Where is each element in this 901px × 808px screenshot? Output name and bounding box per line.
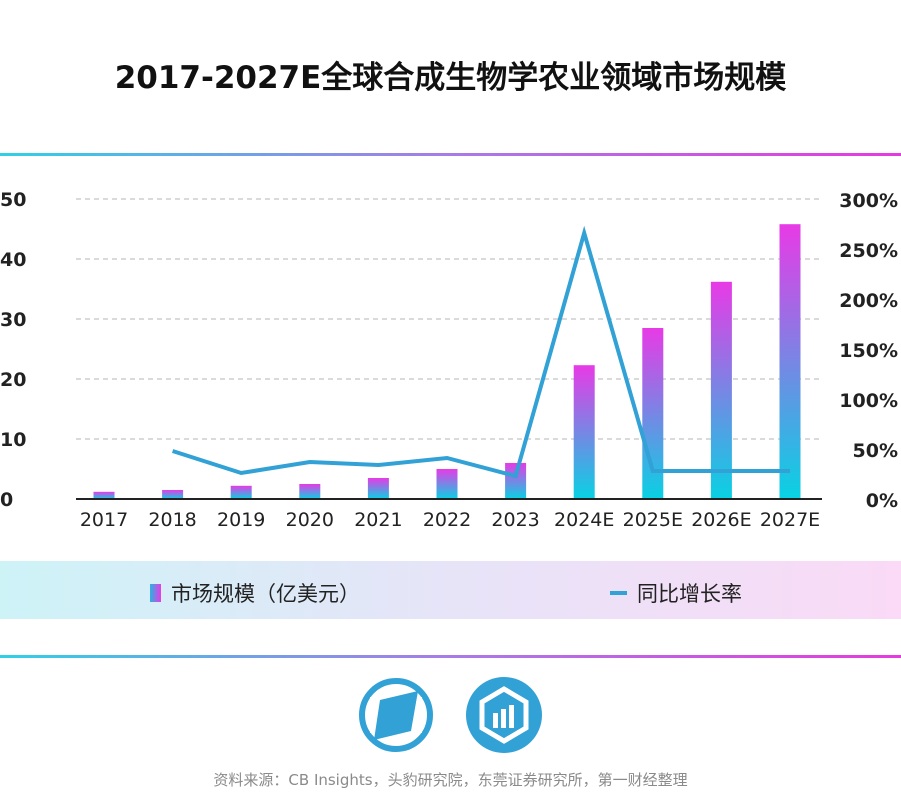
cube-logo-icon: [466, 677, 542, 753]
chart: 0 10 20 30 40 50 0% 50% 100% 150% 200% 250% 300% 2017…: [0, 189, 898, 531]
x-tick-label: 2026E: [691, 509, 751, 531]
bar: [710, 281, 732, 499]
top-divider: [0, 153, 901, 156]
x-tick-label: 2017: [80, 509, 128, 531]
y-left-tick-label: 10: [0, 429, 26, 451]
bar: [367, 478, 389, 499]
y-right-tick-label: 0%: [866, 490, 898, 512]
legend-label: 市场规模（亿美元）: [171, 582, 360, 606]
x-tick-label: 2024E: [554, 509, 614, 531]
chart-title: 2017-2027E全球合成生物学农业领域市场规模: [114, 60, 787, 96]
x-tick-label: 2020: [286, 509, 334, 531]
y-right-tick-label: 150%: [839, 340, 898, 362]
x-tick-label: 2021: [354, 509, 402, 531]
x-tick-label: 2025E: [623, 509, 683, 531]
source-note: 资料来源：CB Insights，头豹研究院，东莞证券研究所，第一财经整理: [213, 771, 688, 789]
x-tick-label: 2018: [148, 509, 196, 531]
growth-rate-line: [171, 225, 790, 479]
y-left-tick-label: 20: [0, 369, 26, 391]
bar: [573, 365, 595, 499]
y-right-tick-label: 200%: [839, 290, 898, 312]
bottom-divider: [0, 655, 901, 658]
bar: [436, 469, 458, 499]
bar: [230, 485, 252, 499]
y-right-tick-label: 100%: [839, 390, 898, 412]
y-left-tick-label: 40: [0, 249, 26, 271]
bar: [505, 463, 527, 499]
y-left-tick-label: 0: [0, 489, 13, 511]
legend-label: 同比增长率: [637, 582, 742, 606]
bar: [299, 484, 321, 499]
x-tick-label: 2023: [491, 509, 539, 531]
legend-line-swatch: [610, 591, 627, 595]
bar: [162, 490, 184, 499]
compass-logo-icon: [359, 678, 433, 752]
x-tick-label: 2019: [217, 509, 265, 531]
y-left-tick-label: 30: [0, 309, 26, 331]
legend-item-market-size: 市场规模（亿美元）: [150, 578, 360, 608]
bar: [93, 491, 115, 499]
y-left-tick-label: 50: [0, 189, 26, 211]
y-right-tick-label: 50%: [853, 440, 898, 462]
legend: 市场规模（亿美元） 同比增长率: [0, 561, 901, 619]
x-tick-label: 2027E: [760, 509, 820, 531]
y-right-tick-label: 300%: [839, 190, 898, 212]
x-tick-label: 2022: [423, 509, 471, 531]
y-right-tick-label: 250%: [839, 240, 898, 262]
bar: [779, 224, 801, 499]
legend-bar-swatch: [150, 584, 161, 602]
legend-item-growth-rate: 同比增长率: [610, 578, 742, 608]
bar: [642, 328, 664, 499]
